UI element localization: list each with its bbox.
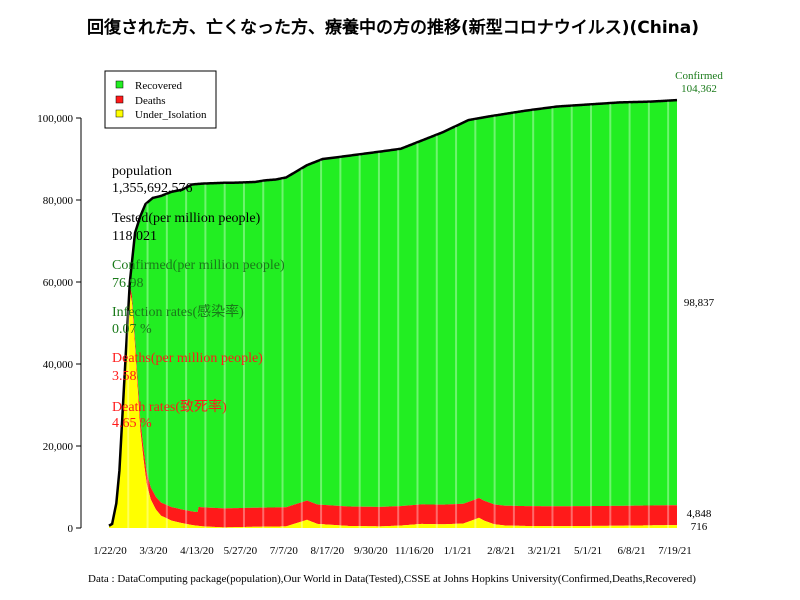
source-note: Data : DataComputing package(population)… [88, 573, 696, 585]
x-tick-label: 3/3/20 [139, 545, 168, 557]
legend-label-recovered: Recovered [135, 80, 183, 92]
population-value: 1,355,692,576 [112, 181, 193, 196]
y-tick-label: 40,000 [43, 359, 74, 371]
y-tick-label: 20,000 [43, 441, 74, 453]
y-tick-label: 80,000 [43, 195, 74, 207]
infection-rate-value: 0.07 % [112, 322, 152, 337]
x-tick-label: 3/21/21 [528, 545, 562, 557]
x-tick-label: 6/8/21 [617, 545, 645, 557]
confirmed-end-value: 104,362 [681, 83, 717, 95]
x-tick-label: 8/17/20 [310, 545, 344, 557]
grid-lines [127, 101, 670, 528]
recovered-area [109, 100, 677, 526]
confirmed-line [108, 98, 678, 527]
x-tick-label: 9/30/20 [354, 545, 388, 557]
plot-area [108, 98, 678, 528]
x-tick-label: 7/7/20 [270, 545, 299, 557]
deaths-pm-label: Deaths(per million people) [112, 351, 263, 366]
under-isolation-end-value: 716 [691, 521, 708, 533]
y-axis: 0 20,000 40,000 60,000 80,000 100,000 [37, 113, 82, 535]
tested-value: 118,021 [112, 229, 157, 244]
x-tick-label: 4/13/20 [180, 545, 214, 557]
legend-label-under-isolation: Under_Isolation [135, 109, 207, 121]
legend-swatch-recovered [115, 80, 124, 89]
x-tick-label: 7/19/21 [658, 545, 692, 557]
annotations: population 1,355,692,576 Tested(per mill… [112, 164, 285, 431]
end-values: Confirmed 104,362 98,837 4,848 716 [675, 70, 723, 533]
population-label: population [112, 164, 172, 179]
legend: Recovered Deaths Under_Isolation [104, 70, 217, 129]
confirmed-pm-label: Confirmed(per million people) [112, 258, 285, 273]
x-tick-label: 5/1/21 [574, 545, 602, 557]
x-tick-label: 11/16/20 [395, 545, 434, 557]
legend-label-deaths: Deaths [135, 95, 166, 107]
x-tick-label: 5/27/20 [224, 545, 258, 557]
tested-label: Tested(per million people) [112, 211, 261, 226]
y-tick-label: 100,000 [37, 113, 73, 125]
death-rate-value: 4.65 % [112, 416, 152, 431]
death-rate-label: Death rates(致死率) [112, 398, 227, 415]
deaths-pm-value: 3.58 [112, 369, 137, 384]
recovered-end-value: 98,837 [684, 297, 715, 309]
x-tick-label: 1/22/20 [93, 545, 127, 557]
confirmed-end-label: Confirmed [675, 70, 723, 82]
x-axis: 1/22/20 3/3/20 4/13/20 5/27/20 7/7/20 8/17/20… [93, 545, 692, 557]
infection-rate-label: Infection rates(感染率) [112, 303, 244, 320]
x-tick-label: 2/8/21 [487, 545, 515, 557]
y-tick-label: 60,000 [43, 277, 74, 289]
deaths-end-value: 4,848 [687, 508, 712, 520]
legend-swatch-deaths [115, 95, 124, 104]
legend-swatch-under-isolation [115, 109, 124, 118]
y-tick-label: 0 [68, 523, 74, 535]
x-tick-label: 1/1/21 [444, 545, 472, 557]
chart-title: 回復された方、亡くなった方、療養中の方の推移(新型コロナウイルス)(China) [87, 17, 699, 38]
legend-box [104, 70, 217, 129]
confirmed-pm-value: 76.98 [112, 276, 144, 291]
